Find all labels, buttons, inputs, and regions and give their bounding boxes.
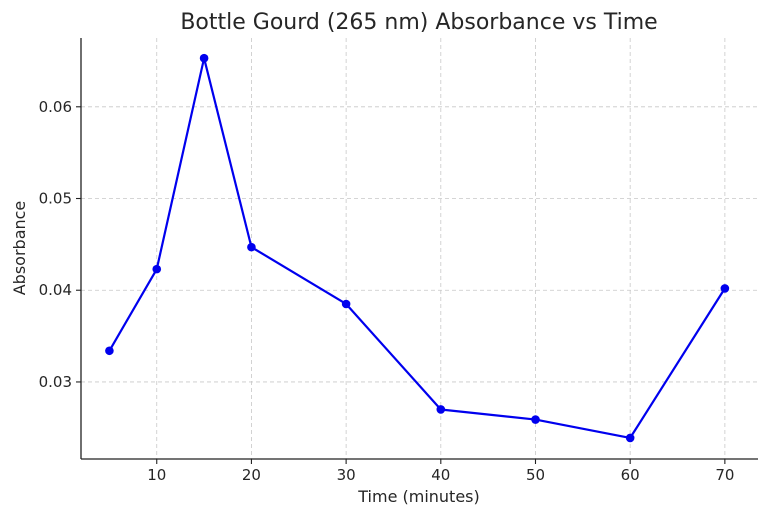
data-point [720, 284, 730, 293]
ticks: 10 20 30 40 50 60 70 0.03 0.04 0.05 0.06 [39, 98, 735, 484]
series [105, 53, 730, 443]
axes [80, 38, 758, 460]
x-tick-label: 70 [715, 466, 734, 484]
data-point [199, 53, 209, 63]
data-point [625, 433, 635, 443]
y-tick-label: 0.06 [39, 98, 72, 116]
series-line [108, 57, 726, 439]
chart-title: Bottle Gourd (265 nm) Absorbance vs Time [180, 10, 657, 35]
data-point [247, 242, 256, 252]
x-tick-label: 60 [621, 466, 640, 484]
data-point [531, 415, 540, 424]
y-tick-label: 0.03 [39, 373, 72, 391]
x-tick-label: 40 [431, 466, 450, 484]
data-point [152, 264, 162, 274]
data-point [436, 405, 446, 414]
x-tick-label: 30 [337, 466, 356, 484]
x-tick-label: 50 [526, 466, 545, 484]
x-axis-label: Time (minutes) [357, 487, 480, 506]
y-axis-label: Absorbance [10, 201, 29, 296]
x-tick-label: 20 [242, 466, 261, 484]
data-point [341, 299, 351, 309]
y-tick-label: 0.05 [39, 190, 72, 208]
data-point [105, 346, 114, 356]
x-tick-label: 10 [147, 466, 166, 484]
y-tick-label: 0.04 [39, 281, 72, 299]
